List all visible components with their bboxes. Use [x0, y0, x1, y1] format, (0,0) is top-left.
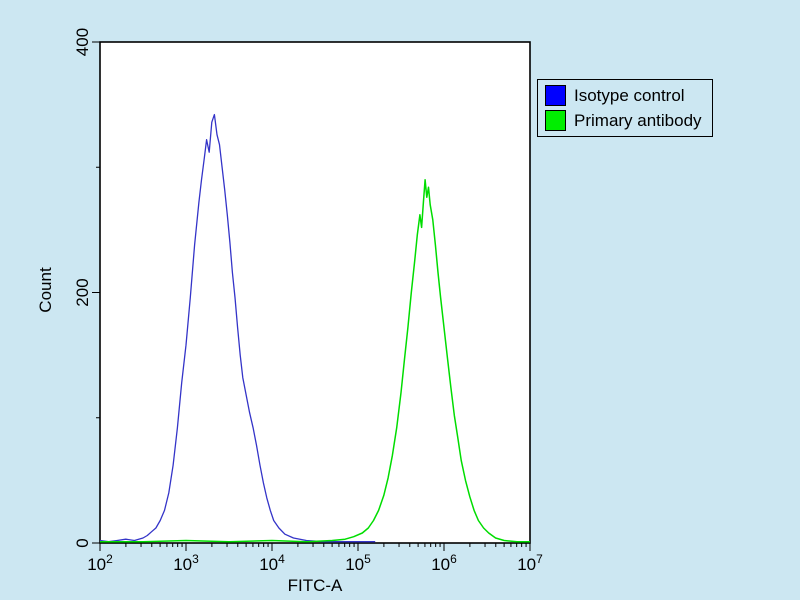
series-isotype-control: [99, 113, 376, 543]
legend-swatch: [545, 110, 566, 131]
legend-swatch: [545, 85, 566, 106]
y-tick-label: 400: [73, 28, 92, 56]
plot-area: [99, 41, 531, 544]
y-tick-label: 200: [73, 278, 92, 306]
x-axis-title: FITC-A: [287, 576, 343, 595]
legend-item-0: Isotype control: [545, 85, 702, 106]
x-tick-label: 107: [517, 552, 543, 574]
legend-label: Primary antibody: [574, 110, 702, 130]
series-primary-antibody: [100, 179, 530, 543]
x-tick-label: 104: [259, 552, 285, 574]
x-tick-label: 105: [345, 552, 371, 574]
y-tick-label: 0: [73, 538, 92, 547]
x-tick-label: 102: [87, 552, 113, 574]
x-tick-label: 106: [431, 552, 457, 574]
legend-label: Isotype control: [574, 85, 685, 105]
x-tick-label: 103: [173, 552, 199, 574]
legend-item-1: Primary antibody: [545, 110, 702, 131]
y-axis-title: Count: [36, 267, 55, 313]
legend: Isotype control Primary antibody: [537, 79, 713, 137]
